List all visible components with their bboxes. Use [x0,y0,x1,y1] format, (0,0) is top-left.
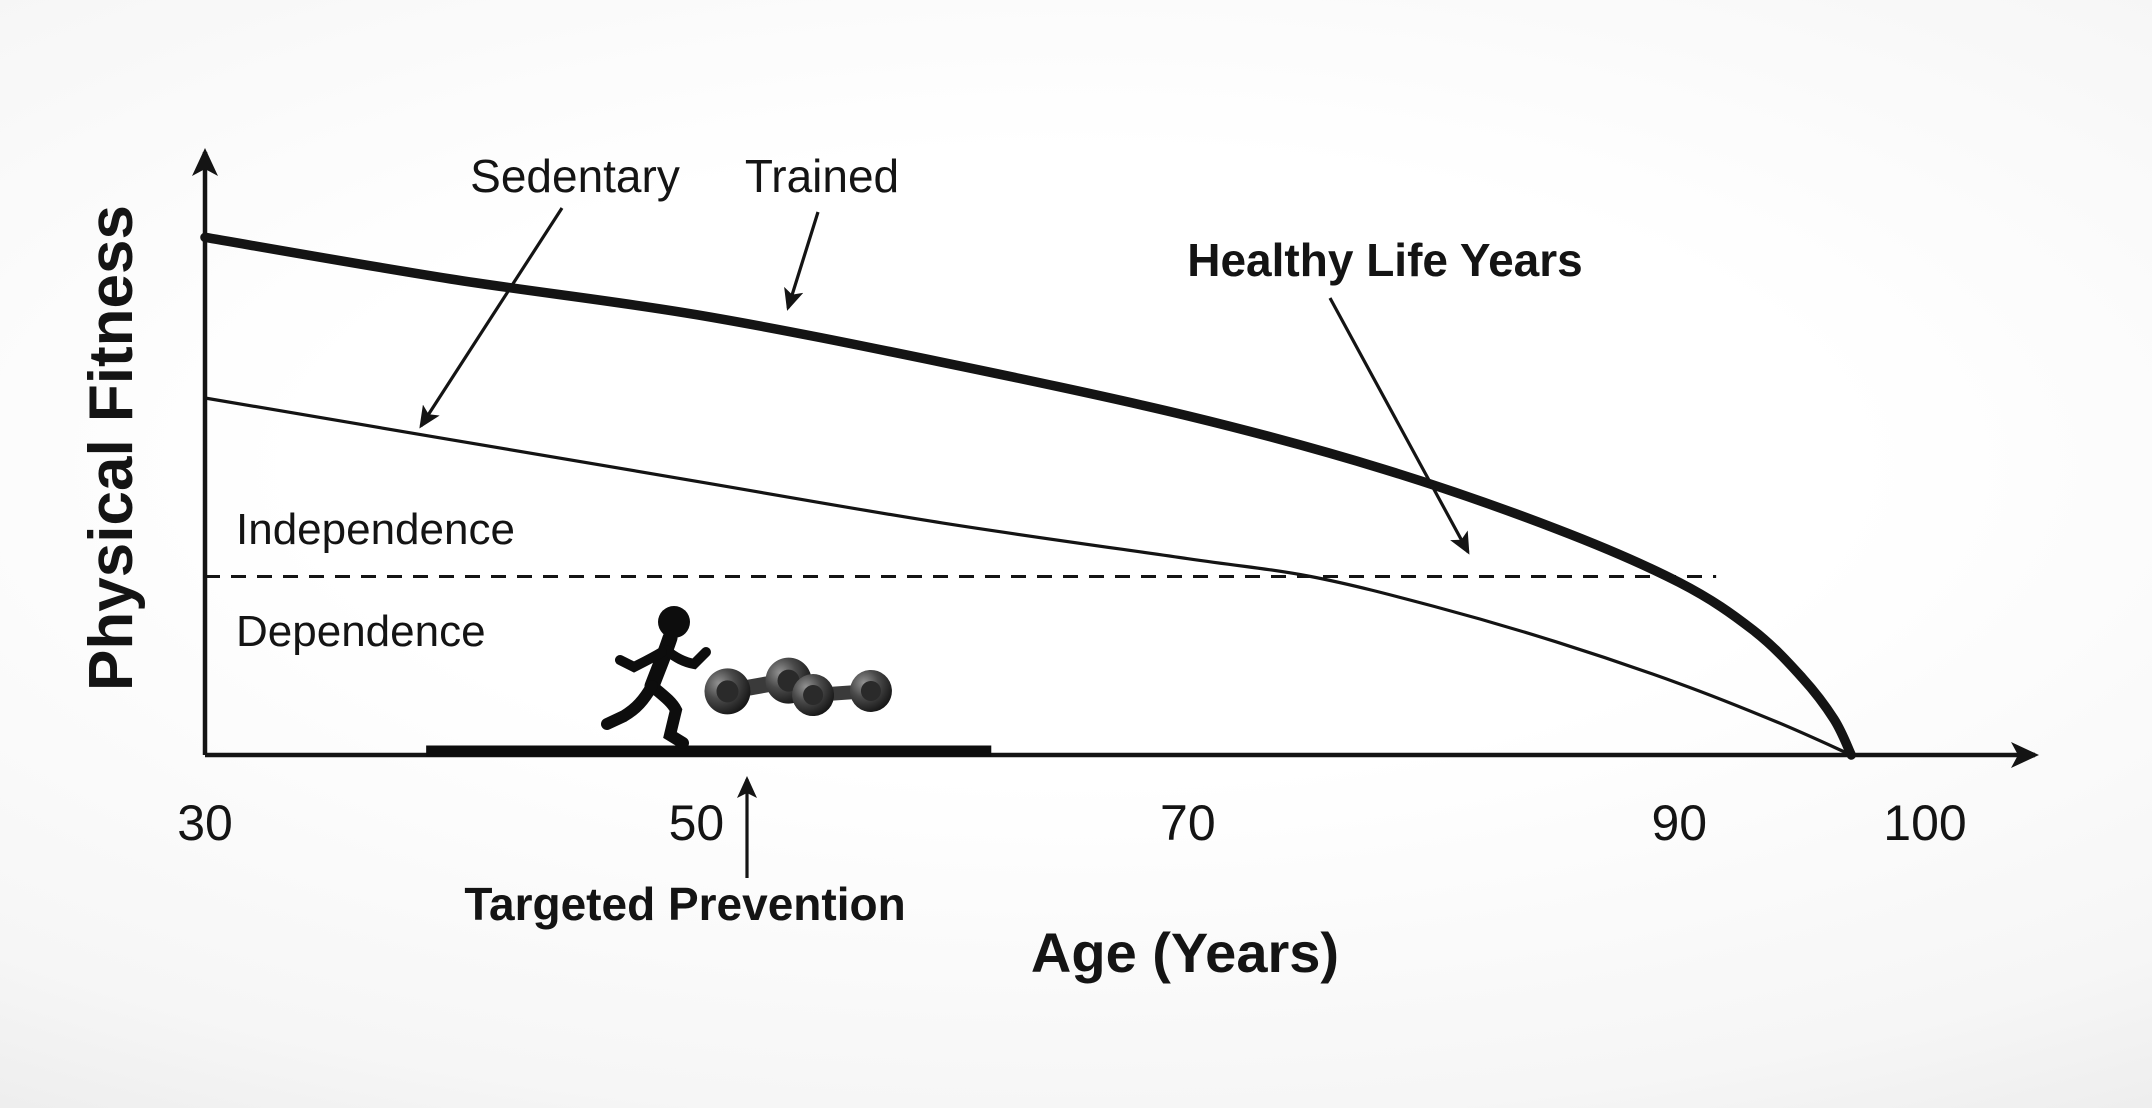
x-tick-label: 90 [1651,795,1707,851]
trained-arrow [784,211,820,311]
x-axis-ticks: 30 50 70 90 100 [177,795,1967,851]
dumbbell-icon [704,657,892,717]
annotation-arrows [419,207,1470,878]
x-tick-label: 30 [177,795,233,851]
runner-icon [601,606,711,749]
y-axis-label: Physical Fitness [77,205,146,691]
healthy-life-years-label: Healthy Life Years [1187,234,1582,286]
healthy-life-years-arrow [1328,297,1470,555]
dependence-label: Dependence [236,607,486,656]
fitness-curves [200,232,1857,760]
axes [192,148,2039,768]
curve-trained [200,232,1857,760]
sedentary-arrow [419,207,564,429]
trained-label: Trained [745,150,899,202]
sedentary-label: Sedentary [470,150,680,202]
x-tick-label: 100 [1883,795,1966,851]
independence-label: Independence [236,505,515,554]
curve-sedentary [203,396,1853,757]
x-tick-label: 70 [1160,795,1216,851]
x-axis-label: Age (Years) [1031,921,1339,984]
x-tick-label: 50 [669,795,725,851]
targeted-prevention-label: Targeted Prevention [464,878,905,930]
